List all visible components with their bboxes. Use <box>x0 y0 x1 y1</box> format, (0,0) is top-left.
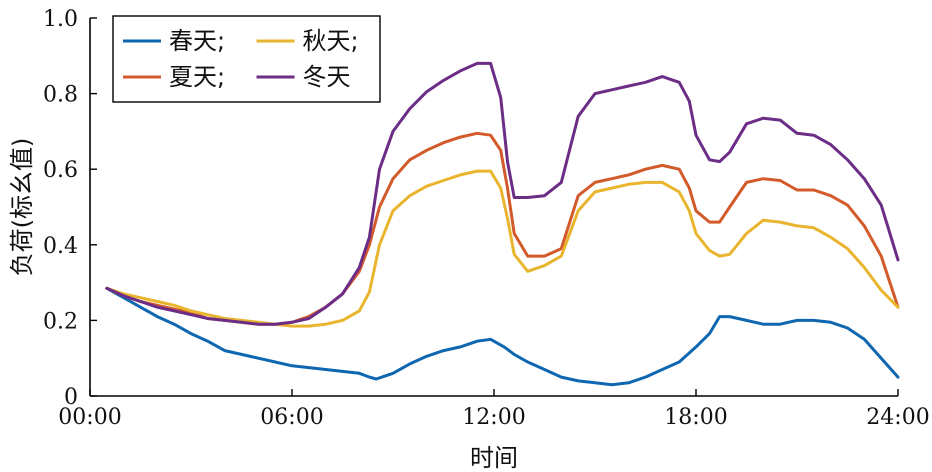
y-tick-label: 0.6 <box>43 158 78 183</box>
y-tick-label: 0.4 <box>43 234 78 259</box>
series-lines <box>105 61 900 387</box>
legend-box <box>112 15 381 103</box>
x-tick-label: 06:00 <box>260 405 323 430</box>
series-line-0 <box>105 286 900 387</box>
x-tick-label: 12:00 <box>462 405 525 430</box>
legend: 春天; 秋天; 夏天; 冬天 <box>112 15 381 103</box>
x-tick-label: 18:00 <box>664 405 727 430</box>
x-tick-label: 24:00 <box>866 405 929 430</box>
y-tick-label: 0.2 <box>43 309 78 334</box>
legend-label: 秋天; <box>303 27 359 55</box>
series-line-2 <box>105 169 900 328</box>
y-tick-label: 0.8 <box>43 83 78 108</box>
y-axis-label: 负荷(标幺值) <box>8 138 36 277</box>
x-axis-label: 时间 <box>470 444 518 472</box>
ticks: 00:00 06:00 12:00 18:00 24:00 0 0.2 0.4 0.6 0.8 1.… <box>43 7 930 430</box>
series-line-3 <box>105 61 900 326</box>
legend-label: 春天; <box>169 27 225 55</box>
legend-label: 冬天 <box>303 63 351 91</box>
y-tick-label: 0 <box>64 385 78 410</box>
x-tick-label: 00:00 <box>58 405 121 430</box>
y-tick-label: 1.0 <box>43 7 78 32</box>
legend-label: 夏天; <box>169 63 225 91</box>
series-line-1 <box>105 131 900 326</box>
